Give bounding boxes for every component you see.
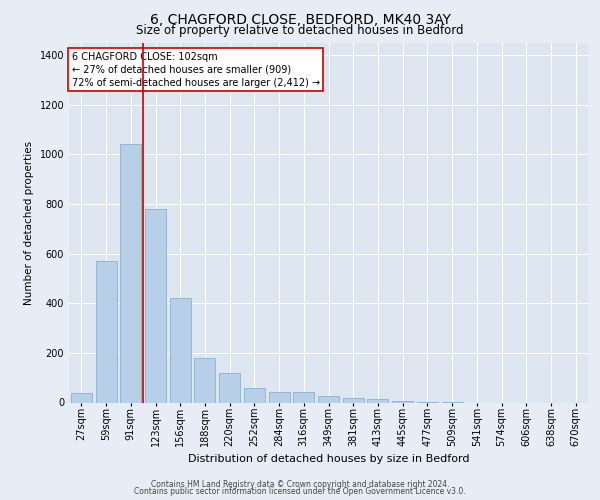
Text: 6 CHAGFORD CLOSE: 102sqm
← 27% of detached houses are smaller (909)
72% of semi-: 6 CHAGFORD CLOSE: 102sqm ← 27% of detach… <box>71 52 320 88</box>
Text: Contains HM Land Registry data © Crown copyright and database right 2024.: Contains HM Land Registry data © Crown c… <box>151 480 449 489</box>
Bar <box>145 209 166 402</box>
Bar <box>170 298 191 403</box>
Text: Size of property relative to detached houses in Bedford: Size of property relative to detached ho… <box>136 24 464 37</box>
Bar <box>269 392 290 402</box>
Bar <box>293 392 314 402</box>
Bar <box>392 400 413 402</box>
X-axis label: Distribution of detached houses by size in Bedford: Distribution of detached houses by size … <box>188 454 469 464</box>
Bar <box>71 392 92 402</box>
Bar <box>318 396 339 402</box>
Bar <box>194 358 215 403</box>
Text: Contains public sector information licensed under the Open Government Licence v3: Contains public sector information licen… <box>134 487 466 496</box>
Bar <box>343 398 364 402</box>
Bar <box>244 388 265 402</box>
Text: 6, CHAGFORD CLOSE, BEDFORD, MK40 3AY: 6, CHAGFORD CLOSE, BEDFORD, MK40 3AY <box>149 12 451 26</box>
Bar <box>219 372 240 402</box>
Bar <box>367 399 388 402</box>
Bar <box>95 261 116 402</box>
Y-axis label: Number of detached properties: Number of detached properties <box>24 140 34 304</box>
Bar <box>120 144 141 402</box>
